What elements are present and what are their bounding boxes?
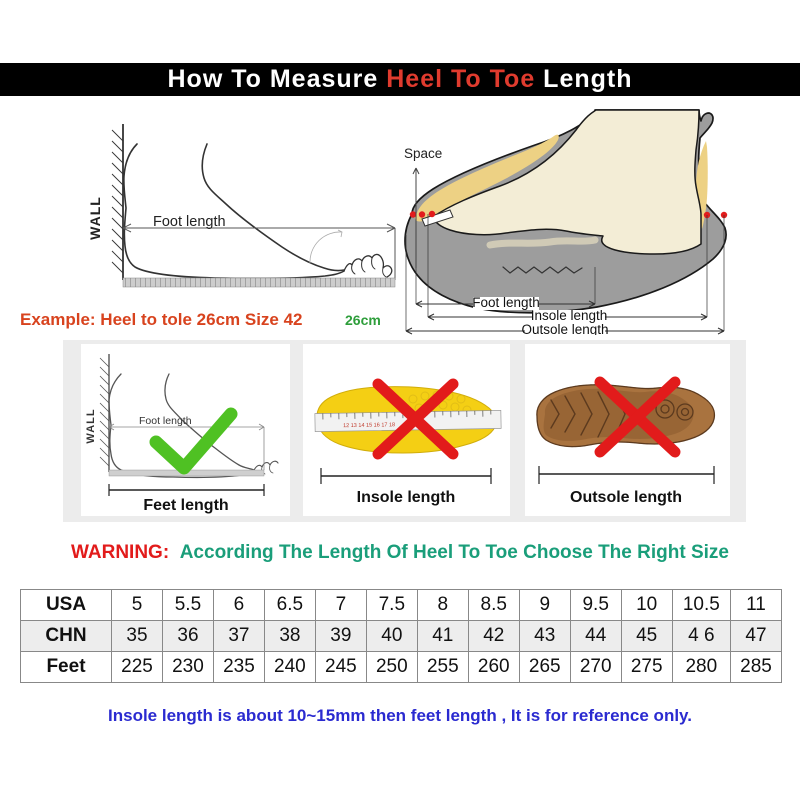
svg-text:Foot length: Foot length	[153, 214, 226, 230]
svg-text:WALL: WALL	[87, 196, 103, 240]
svg-text:12 13 14 15 16 17 18: 12 13 14 15 16 17 18	[343, 422, 395, 429]
svg-text:Insole length: Insole length	[531, 308, 608, 323]
svg-text:Foot length: Foot length	[139, 415, 192, 427]
svg-text:Feet length: Feet length	[143, 497, 228, 514]
svg-text:Foot length: Foot length	[472, 295, 540, 310]
svg-text:Outsole length: Outsole length	[521, 322, 608, 335]
svg-text:Outsole length: Outsole length	[570, 489, 682, 506]
svg-text:Insole length: Insole length	[357, 489, 456, 506]
svg-text:Space: Space	[404, 146, 442, 161]
svg-text:WALL: WALL	[85, 408, 97, 443]
